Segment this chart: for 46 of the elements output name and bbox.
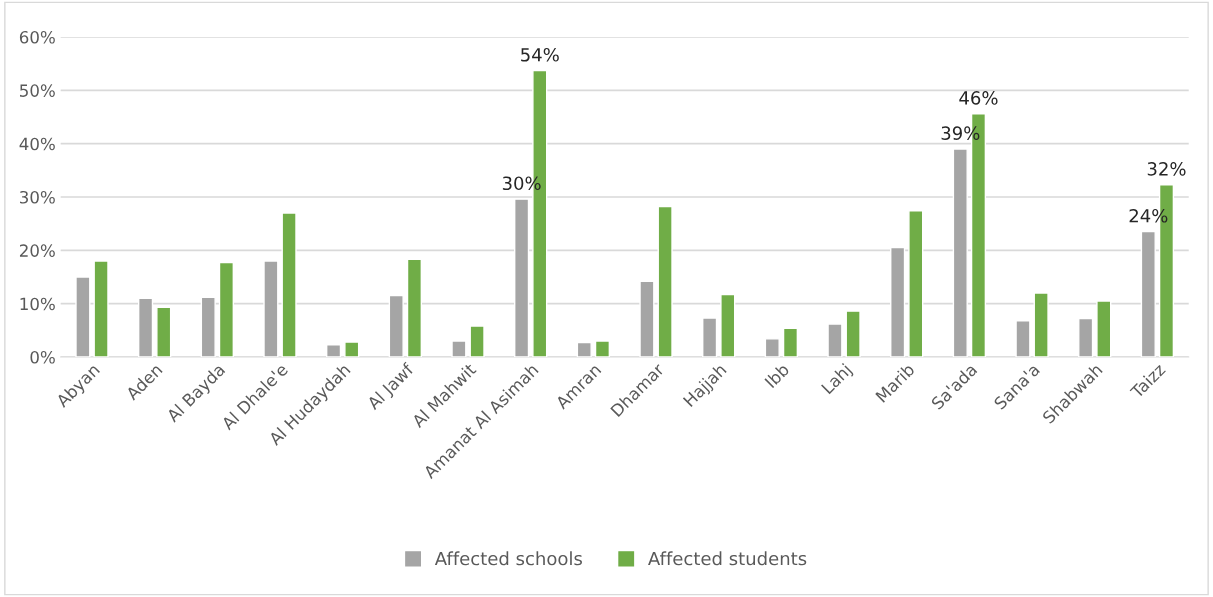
bar [137,297,154,358]
legend-label: Affected students [648,551,807,566]
bar [1015,320,1031,358]
bar [1096,300,1112,358]
bar [75,276,91,358]
bar [451,340,467,358]
bar [1140,230,1156,358]
bar [845,310,861,358]
bar [720,293,736,358]
bar [1033,292,1049,358]
bar [908,210,924,358]
bar [514,198,530,358]
bar [764,338,780,358]
data-label: 46% [959,91,998,105]
bar [200,296,216,358]
bar [406,258,423,358]
bar [344,341,360,358]
bar [93,260,109,358]
bar [156,306,172,358]
bar [827,323,843,358]
bar [639,280,655,358]
x-tick-label: Ibb [764,362,790,389]
legend-label: Affected schools [434,551,582,566]
y-tick-label: 60% [19,30,55,44]
y-tick-label: 0% [30,350,55,364]
bar [281,212,297,358]
bar [263,260,279,358]
bar [388,294,404,358]
bar [657,205,673,358]
bar [782,327,799,358]
y-tick-label: 40% [19,137,55,151]
y-tick-label: 30% [20,190,55,204]
bar [890,246,906,358]
bar [952,148,968,358]
bar [218,261,235,358]
data-label: 32% [1147,162,1186,176]
bar [1078,317,1094,358]
data-label: 54% [521,47,559,62]
y-tick-label: 50% [20,84,55,97]
y-tick-label: 10% [20,297,55,311]
bar [469,325,485,358]
bar [702,317,718,358]
bar [594,340,611,358]
bar [576,341,592,358]
y-tick-label: 20% [19,244,55,257]
bar [325,344,342,358]
